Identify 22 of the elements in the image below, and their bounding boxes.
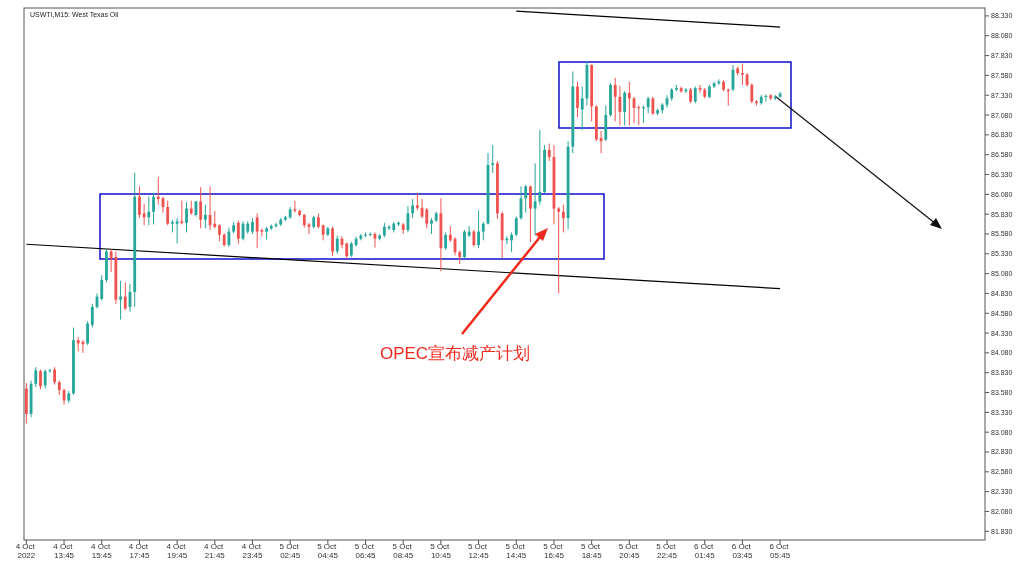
annotation: OPEC宣布减产计划 (379, 344, 531, 363)
x-tick-label: 6 Oct 05:45 (769, 542, 791, 560)
x-tick-label: 4 Oct 21:45 (204, 542, 226, 560)
x-tick-label: 5 Oct 10:45 (430, 542, 452, 560)
x-tick-label: 5 Oct 20:45 (618, 542, 641, 560)
x-tick-label: 6 Oct 03:45 (731, 542, 754, 560)
x-tick-label: 4 Oct 17:45 (128, 542, 151, 560)
x-tick-label: 4 Oct 19:45 (166, 542, 188, 560)
x-tick-label: 4 Oct 13:45 (53, 542, 75, 560)
x-tick-label: 5 Oct 22:45 (656, 542, 678, 560)
x-tick-label: 5 Oct 16:45 (543, 542, 565, 560)
x-tick-label: 5 Oct 12:45 (467, 542, 490, 560)
x-tick-label: 5 Oct 18:45 (580, 542, 603, 560)
x-tick-label: 5 Oct 04:45 (317, 542, 339, 560)
x-tick-label: 4 Oct 15:45 (91, 542, 113, 560)
x-tick-label: 6 Oct 01:45 (694, 542, 716, 560)
x-tick-label: 4 Oct 2022 (15, 542, 38, 560)
x-tick-label: 5 Oct 08:45 (392, 542, 414, 560)
x-tick-label: 5 Oct 14:45 (505, 542, 527, 560)
x-tick-label: 5 Oct 02:45 (279, 542, 301, 560)
x-tick-label: 4 Oct 23:45 (241, 542, 264, 560)
x-tick-label: 5 Oct 06:45 (354, 542, 377, 560)
